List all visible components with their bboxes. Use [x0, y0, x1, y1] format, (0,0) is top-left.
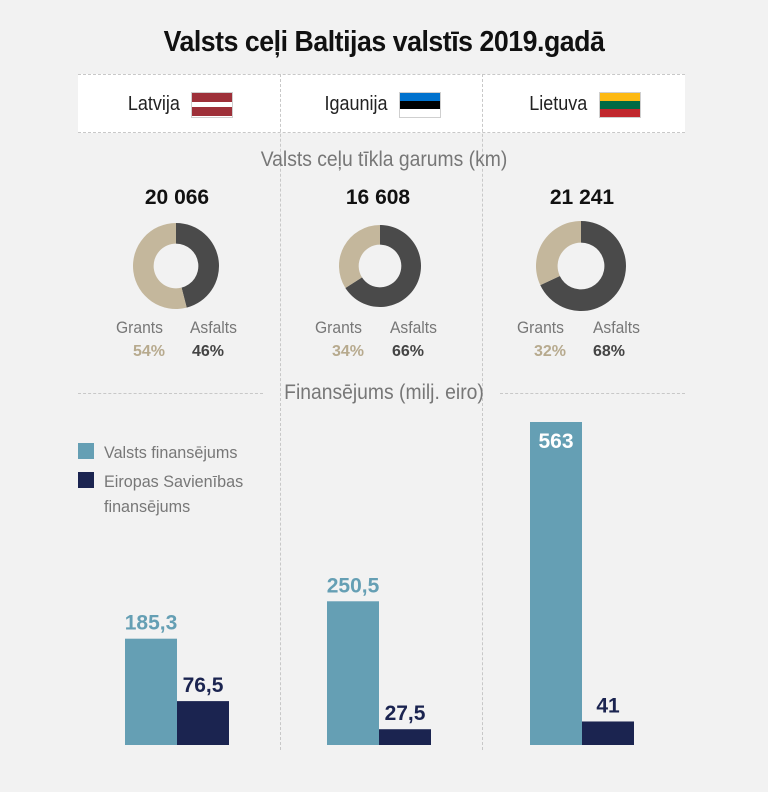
flag-lithuania-icon — [598, 91, 641, 118]
asfalts-label: Asfalts — [593, 318, 640, 337]
length-total: 21 241 — [549, 186, 615, 209]
flag-stripe — [599, 92, 640, 101]
asfalts-label: Asfalts — [390, 318, 437, 337]
legend-label: Eiropas Savienības finansējums — [104, 472, 244, 516]
column-divider — [280, 74, 281, 750]
grants-slice — [338, 225, 380, 288]
grants-percent: 54% — [133, 343, 166, 360]
legend-label: Valsts finansējums — [104, 443, 238, 462]
flag-stripe — [599, 108, 640, 117]
flag-stripe — [400, 100, 441, 109]
bar-value-label: 41 — [596, 694, 620, 717]
grants-label: Grants — [517, 318, 564, 337]
asfalts-slice — [345, 225, 421, 307]
grants-label: Grants — [116, 318, 163, 337]
page-title: Valsts ceļi Baltijas valstīs 2019.gadā — [163, 26, 605, 58]
length-total: 20 066 — [144, 186, 210, 209]
legend-valsts: Valsts finansējums — [78, 440, 284, 465]
bar-valsts — [530, 422, 582, 745]
grants-label: Grants — [315, 318, 362, 337]
donut-igaunija — [338, 225, 421, 307]
flag-stripe — [400, 108, 441, 117]
bar-es — [379, 729, 431, 745]
bar-value-label: 250,5 — [327, 574, 380, 597]
section-divider — [500, 393, 685, 394]
country-name: Latvija — [127, 93, 181, 115]
flag-stripe — [599, 100, 640, 109]
bar-value-label: 27,5 — [385, 702, 426, 725]
legend-swatch-valsts — [78, 443, 94, 459]
bar-valsts — [327, 601, 379, 745]
country-header: Latvija Igaunija Lietuva — [78, 74, 685, 133]
bar-es — [582, 721, 634, 745]
asfalts-percent: 68% — [593, 343, 626, 360]
legend-swatch-es — [78, 472, 94, 488]
country-igaunija: Igaunija — [280, 75, 482, 134]
donut-lietuva — [535, 221, 626, 311]
flag-stripe — [400, 92, 441, 101]
country-latvija: Latvija — [78, 75, 280, 134]
section-divider — [78, 393, 263, 394]
country-lietuva: Lietuva — [482, 75, 685, 134]
asfalts-percent: 46% — [192, 343, 225, 360]
bar-value-label: 185,3 — [125, 612, 178, 635]
donut-latvija — [132, 223, 219, 309]
flag-stripe — [191, 106, 232, 117]
country-name: Igaunija — [324, 93, 388, 115]
asfalts-percent: 66% — [392, 343, 425, 360]
country-name: Lietuva — [529, 93, 588, 115]
flag-estonia-icon — [399, 91, 442, 118]
flag-stripe — [191, 102, 232, 107]
asfalts-slice — [176, 223, 219, 308]
flag-stripe — [191, 92, 232, 103]
grants-percent: 32% — [534, 343, 567, 360]
column-divider — [482, 74, 483, 750]
bar-value-label: 563 — [538, 430, 573, 453]
funding-section-title: Finansējums (milj. eiro) — [284, 381, 484, 404]
length-section-title: Valsts ceļu tīkla garums (km) — [260, 148, 508, 171]
length-total: 16 608 — [345, 186, 411, 209]
grants-slice — [535, 221, 581, 286]
grants-percent: 34% — [332, 343, 365, 360]
asfalts-label: Asfalts — [190, 318, 237, 337]
bar-es — [177, 701, 229, 745]
legend-es: Eiropas Savienības finansējums — [78, 469, 284, 519]
flag-latvia-icon — [190, 91, 233, 118]
asfalts-slice — [540, 221, 626, 311]
grants-slice — [132, 223, 187, 309]
bar-valsts — [125, 638, 177, 745]
bar-value-label: 76,5 — [183, 674, 224, 697]
